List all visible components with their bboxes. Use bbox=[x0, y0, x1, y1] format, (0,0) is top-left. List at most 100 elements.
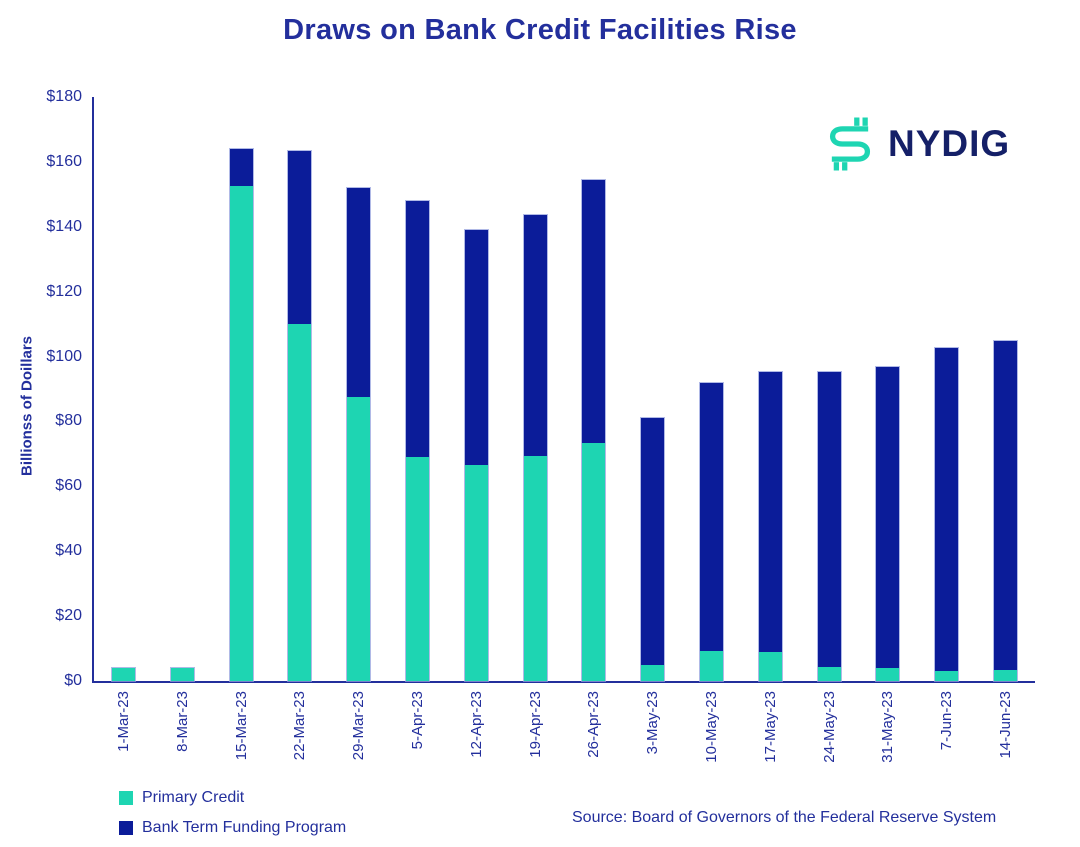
bar-segment-primary-credit bbox=[288, 324, 312, 681]
y-tick-label: $0 bbox=[64, 672, 82, 689]
bar-segment-primary-credit bbox=[347, 397, 371, 681]
bar-segment-bank-term-funding-program bbox=[523, 215, 547, 456]
bar-slot bbox=[212, 147, 271, 683]
bar-slot bbox=[94, 667, 153, 682]
plot-area: $0 $20 $40 $60 $80 $100 $120 $140 $160 $180 1-Mar… bbox=[46, 88, 1035, 763]
bars-container bbox=[94, 97, 1035, 683]
x-tick-label: 3-May-23 bbox=[644, 691, 662, 755]
x-tick-cell: 5-Apr-23 bbox=[388, 691, 447, 786]
legend: Primary Credit Bank Term Funding Program bbox=[119, 789, 346, 837]
bar-segment-primary-credit bbox=[700, 650, 724, 681]
bar-segment-primary-credit bbox=[464, 465, 488, 681]
bar-segment-primary-credit bbox=[523, 455, 547, 681]
y-tick-label: $160 bbox=[46, 152, 82, 170]
bar-segment-bank-term-funding-program bbox=[582, 179, 606, 443]
bar-segment-primary-credit bbox=[582, 442, 606, 681]
bar-slot bbox=[800, 370, 859, 683]
nydig-logo: NYDIG bbox=[823, 116, 1010, 172]
stacked-bar bbox=[110, 667, 136, 682]
bar-slot bbox=[329, 186, 388, 683]
nydig-logo-mark-icon bbox=[829, 117, 871, 171]
stacked-bar bbox=[404, 199, 430, 683]
stacked-bar bbox=[169, 667, 195, 682]
bar-segment-bank-term-funding-program bbox=[935, 348, 959, 671]
bar-slot bbox=[917, 347, 976, 682]
stacked-bar bbox=[581, 178, 607, 683]
legend-item-bank-term-funding-program: Bank Term Funding Program bbox=[119, 819, 346, 837]
x-tick-cell: 22-Mar-23 bbox=[270, 691, 329, 786]
x-tick-cell: 8-Mar-23 bbox=[153, 691, 212, 786]
bar-segment-primary-credit bbox=[229, 186, 253, 681]
x-tick-cell: 10-May-23 bbox=[682, 691, 741, 786]
bar-slot bbox=[741, 371, 800, 682]
stacked-bar bbox=[993, 340, 1019, 682]
bar-slot bbox=[506, 214, 565, 682]
stacked-bar bbox=[934, 347, 960, 682]
x-tick-label: 26-Apr-23 bbox=[585, 691, 603, 758]
bar-segment-primary-credit bbox=[758, 652, 782, 681]
bar-segment-primary-credit bbox=[405, 457, 429, 681]
bar-segment-primary-credit bbox=[935, 670, 959, 681]
bar-slot bbox=[976, 340, 1035, 682]
stacked-bar bbox=[640, 417, 666, 682]
x-tick-label: 7-Jun-23 bbox=[938, 691, 956, 751]
x-tick-label: 31-May-23 bbox=[879, 691, 897, 763]
legend-swatch-primary-credit bbox=[119, 791, 133, 805]
stacked-bar bbox=[875, 365, 901, 683]
x-tick-label: 10-May-23 bbox=[703, 691, 721, 763]
x-tick-cell: 29-Mar-23 bbox=[329, 691, 388, 786]
x-tick-label: 29-Mar-23 bbox=[350, 691, 368, 761]
stacked-bar bbox=[346, 186, 372, 683]
bar-slot bbox=[859, 365, 918, 683]
bar-segment-bank-term-funding-program bbox=[405, 200, 429, 458]
legend-label-bank-term-funding-program: Bank Term Funding Program bbox=[142, 819, 347, 836]
source-attribution: Source: Board of Governors of the Federa… bbox=[572, 809, 997, 826]
bar-segment-primary-credit bbox=[817, 667, 841, 681]
y-tick-label: $100 bbox=[46, 347, 82, 365]
x-tick-cell: 3-May-23 bbox=[623, 691, 682, 786]
chart-title: Draws on Bank Credit Facilities Rise bbox=[283, 14, 797, 46]
x-tick-label: 8-Mar-23 bbox=[173, 691, 191, 752]
bar-segment-bank-term-funding-program bbox=[817, 371, 841, 668]
y-tick-label: $40 bbox=[55, 542, 82, 560]
y-tick-label: $20 bbox=[55, 607, 82, 625]
stacked-bar bbox=[522, 214, 548, 682]
x-tick-cell: 12-Apr-23 bbox=[447, 691, 506, 786]
y-tick-label: $180 bbox=[46, 88, 82, 105]
bar-slot bbox=[388, 199, 447, 683]
bar-slot bbox=[153, 667, 212, 682]
x-tick-label: 5-Apr-23 bbox=[408, 691, 426, 750]
x-tick-label: 24-May-23 bbox=[820, 691, 838, 763]
bar-segment-primary-credit bbox=[994, 670, 1018, 681]
bar-slot bbox=[270, 149, 329, 683]
bar-slot bbox=[623, 417, 682, 682]
bar-slot bbox=[565, 178, 624, 683]
bar-segment-bank-term-funding-program bbox=[758, 372, 782, 653]
y-tick-label: $60 bbox=[55, 477, 82, 495]
bar-slot bbox=[682, 382, 741, 682]
legend-swatch-bank-term-funding-program bbox=[119, 821, 133, 835]
x-tick-cell: 26-Apr-23 bbox=[565, 691, 624, 786]
x-tick-cell: 1-Mar-23 bbox=[94, 691, 153, 786]
legend-label-primary-credit: Primary Credit bbox=[142, 789, 245, 806]
x-tick-label: 19-Apr-23 bbox=[526, 691, 544, 758]
bar-segment-bank-term-funding-program bbox=[641, 418, 665, 665]
x-tick-label: 14-Jun-23 bbox=[997, 691, 1015, 759]
bar-slot bbox=[447, 229, 506, 682]
x-axis-tick-labels: 1-Mar-23 8-Mar-23 15-Mar-23 22-Mar-23 29-Mar… bbox=[94, 691, 1035, 786]
x-tick-cell: 15-Mar-23 bbox=[212, 691, 271, 786]
x-tick-label: 12-Apr-23 bbox=[467, 691, 485, 758]
x-tick-label: 17-May-23 bbox=[761, 691, 779, 763]
y-tick-label: $80 bbox=[55, 412, 82, 430]
bar-segment-bank-term-funding-program bbox=[288, 150, 312, 325]
bar-segment-bank-term-funding-program bbox=[994, 341, 1018, 670]
bar-segment-primary-credit bbox=[111, 668, 135, 681]
stacked-bar bbox=[816, 370, 842, 683]
bar-segment-primary-credit bbox=[641, 664, 665, 681]
x-tick-cell: 24-May-23 bbox=[800, 691, 859, 786]
bar-segment-bank-term-funding-program bbox=[347, 187, 371, 398]
stacked-bar bbox=[463, 229, 489, 682]
x-tick-cell: 17-May-23 bbox=[741, 691, 800, 786]
bar-segment-primary-credit bbox=[170, 668, 194, 681]
